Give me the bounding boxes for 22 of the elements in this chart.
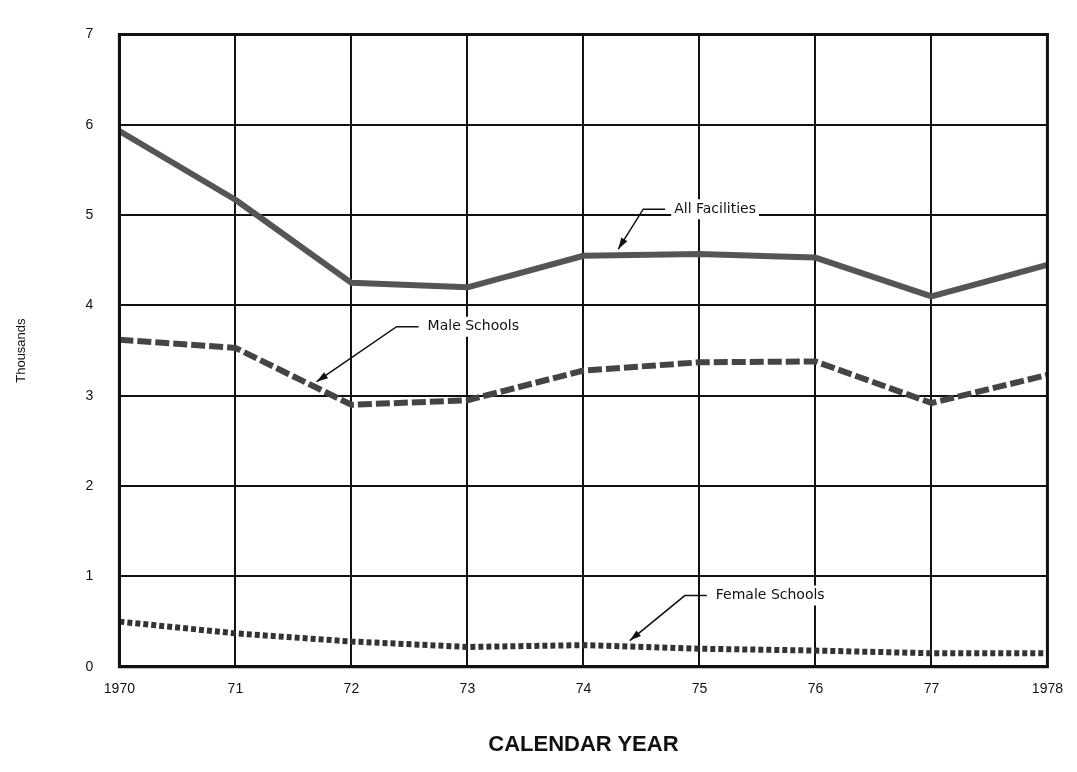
x-tick-label: 1970 <box>103 680 136 697</box>
x-tick-label: 75 <box>691 680 708 697</box>
y-tick-label: 6 <box>85 115 94 132</box>
x-axis-title: CALENDAR YEAR <box>488 730 679 756</box>
y-axis-title: Thousands <box>13 317 29 383</box>
y-tick-label: 2 <box>85 476 94 493</box>
x-tick-label: 74 <box>575 680 592 697</box>
x-tick-label: 1978 <box>1031 680 1064 697</box>
x-tick-label: 71 <box>227 680 244 697</box>
x-tick-label: 77 <box>923 680 940 697</box>
y-tick-label: 5 <box>85 205 94 222</box>
y-tick-label: 0 <box>85 657 94 674</box>
x-tick-label: 76 <box>807 680 824 697</box>
x-tick-label: 72 <box>343 680 360 697</box>
text: Male Schools <box>427 317 519 334</box>
x-tick-label: 73 <box>459 680 476 697</box>
y-tick-label: 3 <box>85 386 94 403</box>
y-tick-label: 4 <box>85 296 94 313</box>
y-tick-label: 1 <box>85 567 94 584</box>
text: All Facilities <box>674 199 757 216</box>
y-tick-label: 7 <box>85 25 94 42</box>
text: Female Schools <box>715 586 825 603</box>
